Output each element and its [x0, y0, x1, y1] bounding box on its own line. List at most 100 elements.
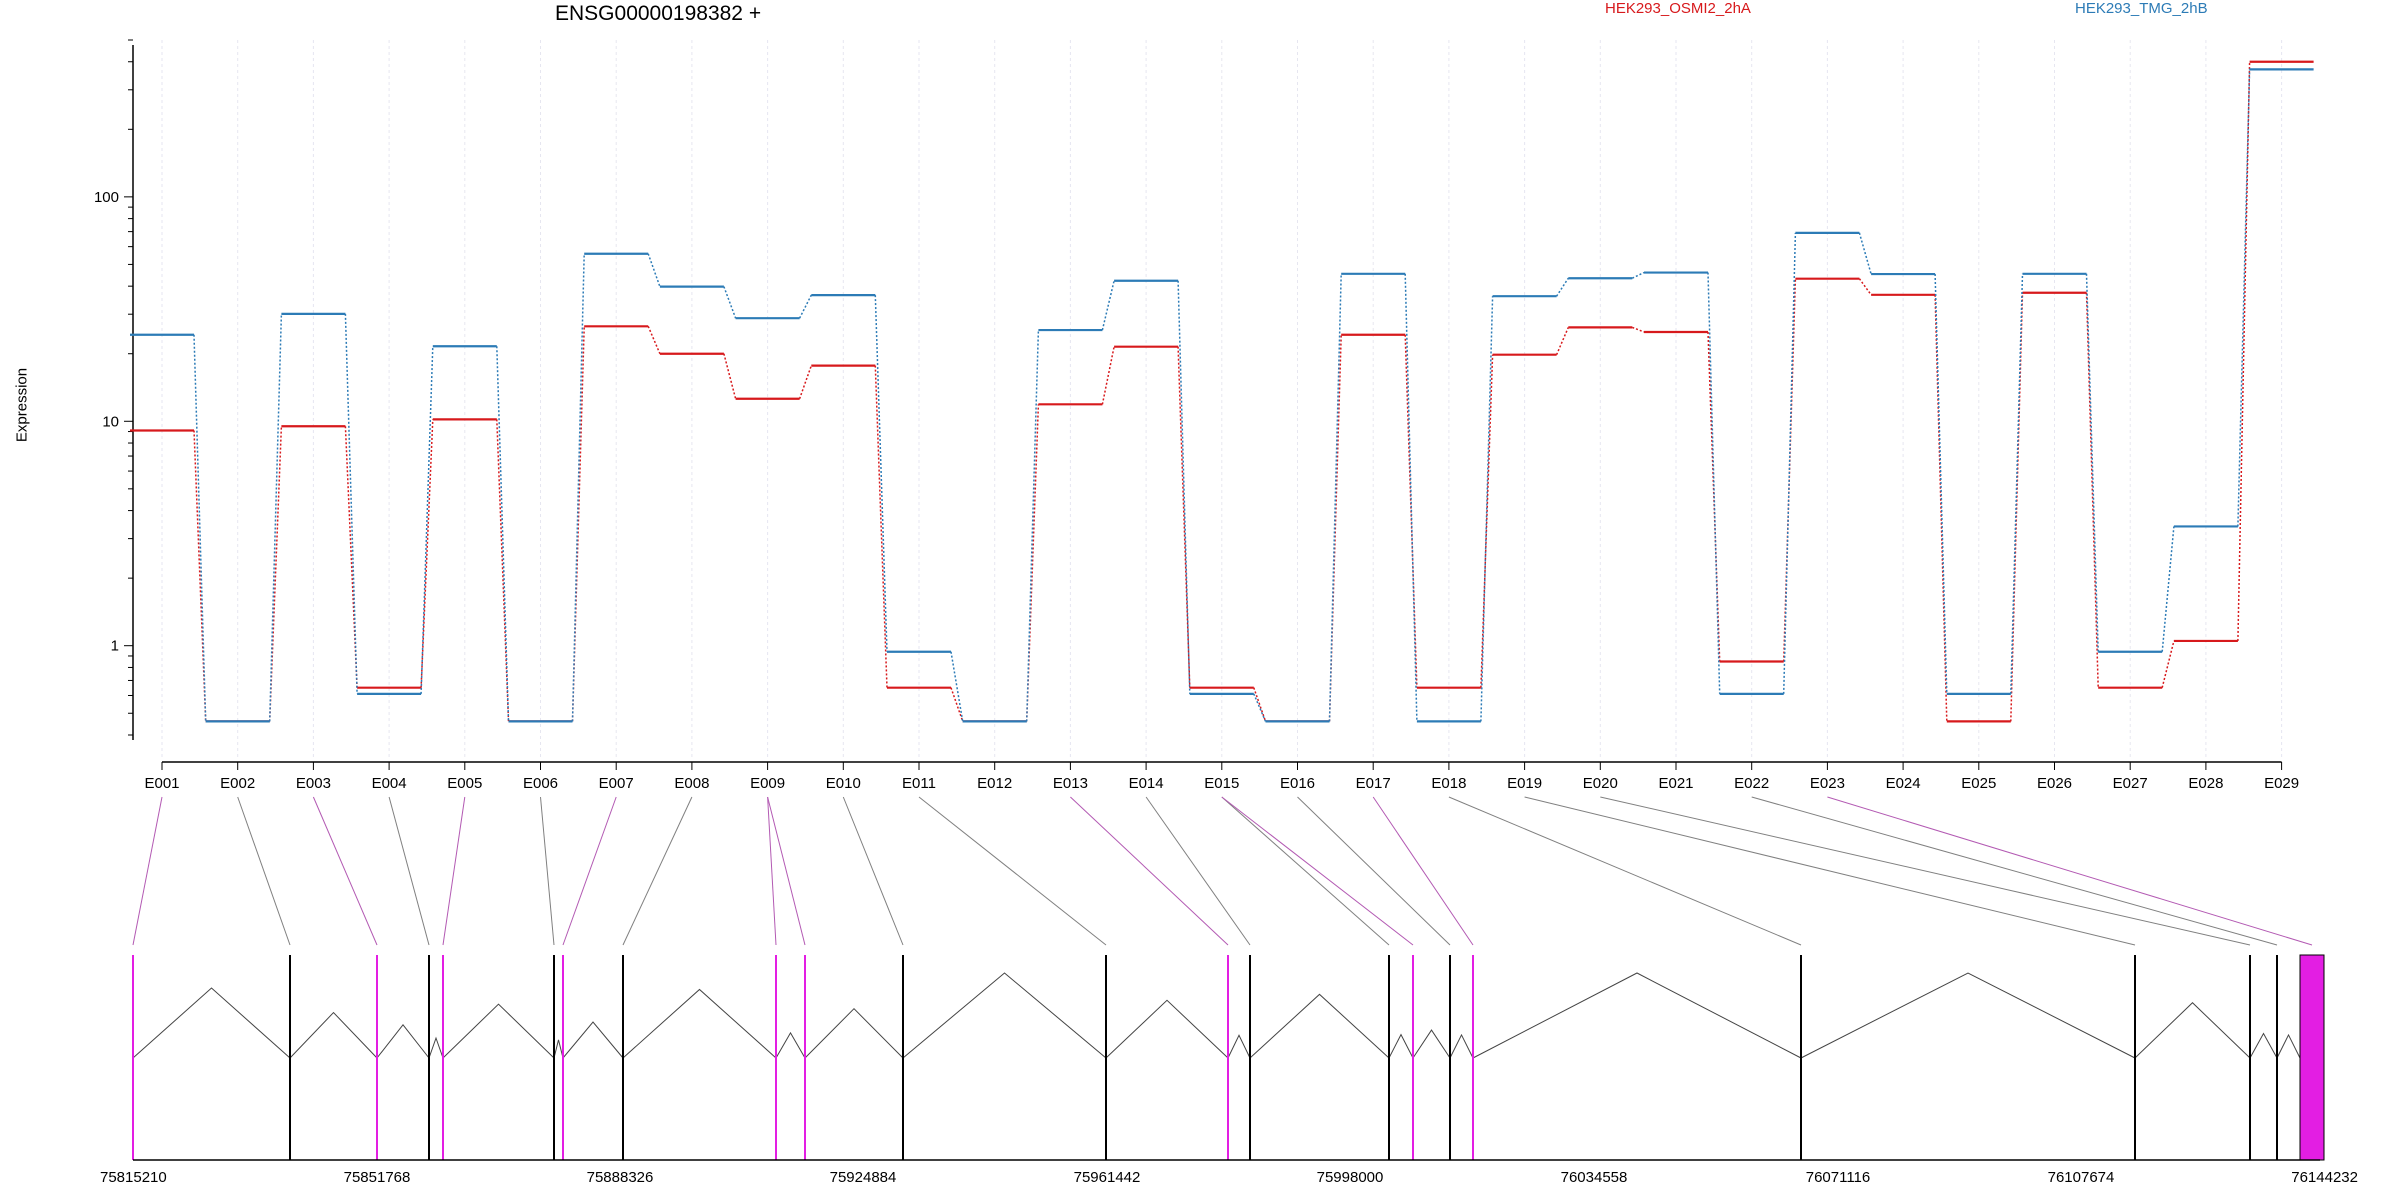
y-tick-label: 10: [102, 413, 119, 430]
series-connector: [1480, 354, 1494, 688]
intron: [1105, 999, 1229, 1059]
x-tick-label: E012: [977, 775, 1012, 792]
series-2: [130, 68, 2314, 723]
x-tick-label: E008: [674, 775, 709, 792]
intron: [376, 1023, 430, 1059]
exon: [1249, 955, 1251, 1160]
legend-series-b: HEK293_TMG_2hB: [2075, 0, 2208, 17]
series-connector: [2085, 273, 2099, 652]
intron: [1449, 1033, 1474, 1059]
series-connector: [1025, 330, 1040, 722]
series-connector: [1025, 404, 1040, 722]
gene-model: 75815210 75851768 75888326 75924884 75961442…: [100, 954, 2358, 1186]
series-connector: [1404, 273, 1418, 722]
series-lines: [130, 60, 2314, 723]
genomic-tick-label: 76071116: [1806, 1169, 1871, 1186]
exon: [804, 955, 806, 1160]
series-connector: [420, 346, 434, 694]
x-tick-label: E014: [1129, 775, 1164, 792]
exon-link: [237, 796, 291, 946]
series-connector: [193, 334, 207, 722]
exon: [1449, 955, 1451, 1160]
series-connector: [1480, 296, 1494, 722]
exon-link: [1070, 796, 1229, 946]
exon-link: [132, 796, 163, 946]
exon-link: [388, 796, 430, 946]
x-tick-label: E005: [447, 775, 482, 792]
x-tick-label: E015: [1204, 775, 1239, 792]
series-connector: [1253, 687, 1267, 722]
x-tick-label: E020: [1583, 775, 1618, 792]
x-tick-label: E029: [2264, 775, 2299, 792]
x-tick-label: E022: [1734, 775, 1769, 792]
x-tick-label: E024: [1886, 775, 1921, 792]
series-connector: [1328, 334, 1342, 722]
intron: [1412, 1029, 1451, 1059]
intron: [553, 1039, 564, 1059]
exon: [442, 955, 444, 1160]
exon-link: [622, 796, 693, 946]
series-connector: [193, 430, 207, 722]
series-connector: [1555, 277, 1569, 297]
series-connector: [496, 346, 510, 722]
intron: [804, 1007, 904, 1059]
intron: [775, 1031, 806, 1059]
series-connector: [1707, 272, 1721, 694]
exon: [2249, 955, 2251, 1160]
grid-lines: [161, 40, 2283, 760]
series-connector: [571, 326, 585, 722]
series-connector: [1632, 326, 1645, 333]
x-tick-label: E018: [1431, 775, 1466, 792]
exon: [132, 955, 134, 1160]
intron: [2276, 1033, 2301, 1059]
series-connector: [2161, 640, 2175, 688]
x-tick-label: E013: [1053, 775, 1088, 792]
x-tick-labels: E001 E002 E003 E004 E005 E006 E007 E008 E009 E010…: [144, 775, 2299, 792]
x-tick-label: E007: [599, 775, 634, 792]
series-connector: [1101, 346, 1115, 405]
series-connector: [496, 419, 510, 722]
series-connector: [344, 426, 358, 688]
series-connector: [344, 313, 358, 694]
exon-link: [1221, 796, 1390, 946]
intron: [1800, 972, 2136, 1059]
exon-link: [842, 796, 904, 946]
exon-link: [442, 796, 466, 946]
series-connector: [1253, 693, 1267, 722]
exon: [1800, 955, 1802, 1160]
series-connector: [874, 365, 888, 688]
series-connector: [2010, 273, 2024, 694]
intron: [428, 1036, 444, 1059]
intron: [2134, 1002, 2251, 1059]
genomic-tick-label: 75998000: [1317, 1169, 1384, 1186]
intron: [1472, 972, 1802, 1059]
y-tick-label: 1: [111, 638, 119, 655]
series-connector: [1177, 280, 1191, 694]
exon: [2276, 955, 2278, 1160]
series-connector: [2161, 526, 2175, 652]
intron: [1388, 1033, 1414, 1059]
x-tick-label: E021: [1658, 775, 1693, 792]
intron: [902, 972, 1107, 1059]
genomic-tick-label: 75851768: [344, 1169, 411, 1186]
series-connector: [1934, 294, 1948, 722]
x-tick-label: E026: [2037, 775, 2072, 792]
genomic-tick-label: 75924884: [830, 1169, 897, 1186]
exon: [2299, 954, 2325, 1161]
x-tick-label: E001: [144, 775, 179, 792]
exon-link: [1751, 796, 2278, 946]
intron: [1227, 1034, 1251, 1059]
series-connector: [647, 326, 661, 355]
exon: [553, 955, 555, 1160]
x-tick-label: E003: [296, 775, 331, 792]
series-connector: [1555, 327, 1569, 355]
series-connector: [798, 365, 813, 400]
exon: [376, 955, 378, 1160]
x-tick-label: E017: [1356, 775, 1391, 792]
series-connector: [950, 651, 964, 722]
genomic-tick-label: 76144232: [2291, 1169, 2358, 1186]
exon-link: [1827, 796, 2313, 946]
series-connector: [1631, 271, 1645, 279]
genomic-tick-label: 75888326: [587, 1169, 654, 1186]
